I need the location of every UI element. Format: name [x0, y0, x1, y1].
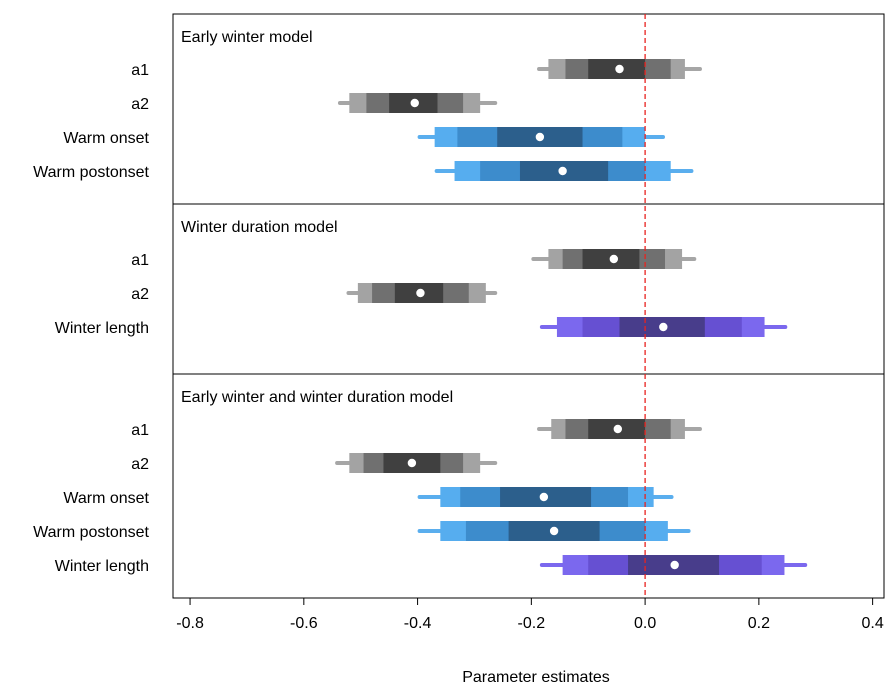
interval-row: a2 [131, 453, 498, 473]
row-label: a1 [131, 422, 149, 439]
panel-1: Early winter model a1 a2 Warm onset Warm pos… [33, 13, 885, 205]
panel-title: Early winter model [181, 29, 313, 46]
median-point [416, 288, 425, 298]
row-label: Winter length [55, 558, 149, 575]
row-label: Winter length [55, 320, 149, 337]
x-tick-label: -0.4 [404, 615, 432, 632]
panel-3: Early winter and winter duration model a1… [33, 373, 885, 599]
row-label: Warm onset [63, 130, 149, 147]
interval-row: Warm onset [63, 127, 666, 147]
row-label: a1 [131, 252, 149, 269]
median-point [670, 560, 679, 570]
x-tick-label: 0.2 [748, 615, 770, 632]
row-label: a1 [131, 62, 149, 79]
row-label: a2 [131, 96, 149, 113]
x-tick-label: 0.0 [634, 615, 656, 632]
interval-row: Warm onset [63, 487, 674, 507]
row-label: Warm onset [63, 490, 149, 507]
row-label: Warm postonset [33, 164, 149, 181]
panel-title: Winter duration model [181, 219, 338, 236]
panel-title: Early winter and winter duration model [181, 389, 453, 406]
x-tick-label: -0.2 [518, 615, 546, 632]
interval-row: a2 [131, 93, 498, 113]
x-tick-label: -0.6 [290, 615, 318, 632]
median-point [609, 254, 619, 264]
row-label: a2 [131, 286, 149, 303]
median-point [613, 424, 623, 434]
interval-row: a2 [131, 283, 498, 303]
interval-row: a1 [131, 419, 702, 439]
panel-frame [172, 373, 885, 599]
median-point [615, 64, 624, 74]
interval-row: Warm postonset [33, 161, 694, 181]
median-point [410, 98, 419, 108]
interval-row: a1 [131, 249, 697, 269]
x-tick-label: 0.4 [861, 615, 883, 632]
median-point [539, 492, 549, 502]
panels: Early winter model a1 a2 Warm onset Warm pos… [33, 13, 885, 599]
x-axis: -0.8 -0.6 -0.4 -0.2 0.0 0.2 0.4 [176, 598, 884, 632]
row-label: Warm postonset [33, 524, 149, 541]
row-label: a2 [131, 456, 149, 473]
x-tick-label: -0.8 [176, 615, 204, 632]
x-axis-title: Parameter estimates [462, 669, 610, 686]
interval-row: a1 [131, 59, 702, 79]
interval-row: Winter length [55, 317, 788, 337]
median-point [549, 526, 559, 536]
median-point [407, 458, 417, 468]
panel-2: Winter duration model a1 a2 Winter length [55, 203, 885, 375]
median-point [558, 166, 567, 176]
median-point [659, 322, 668, 332]
median-point [535, 132, 545, 142]
interval-row: Winter length [55, 555, 808, 575]
interval-row: Warm postonset [33, 521, 691, 541]
